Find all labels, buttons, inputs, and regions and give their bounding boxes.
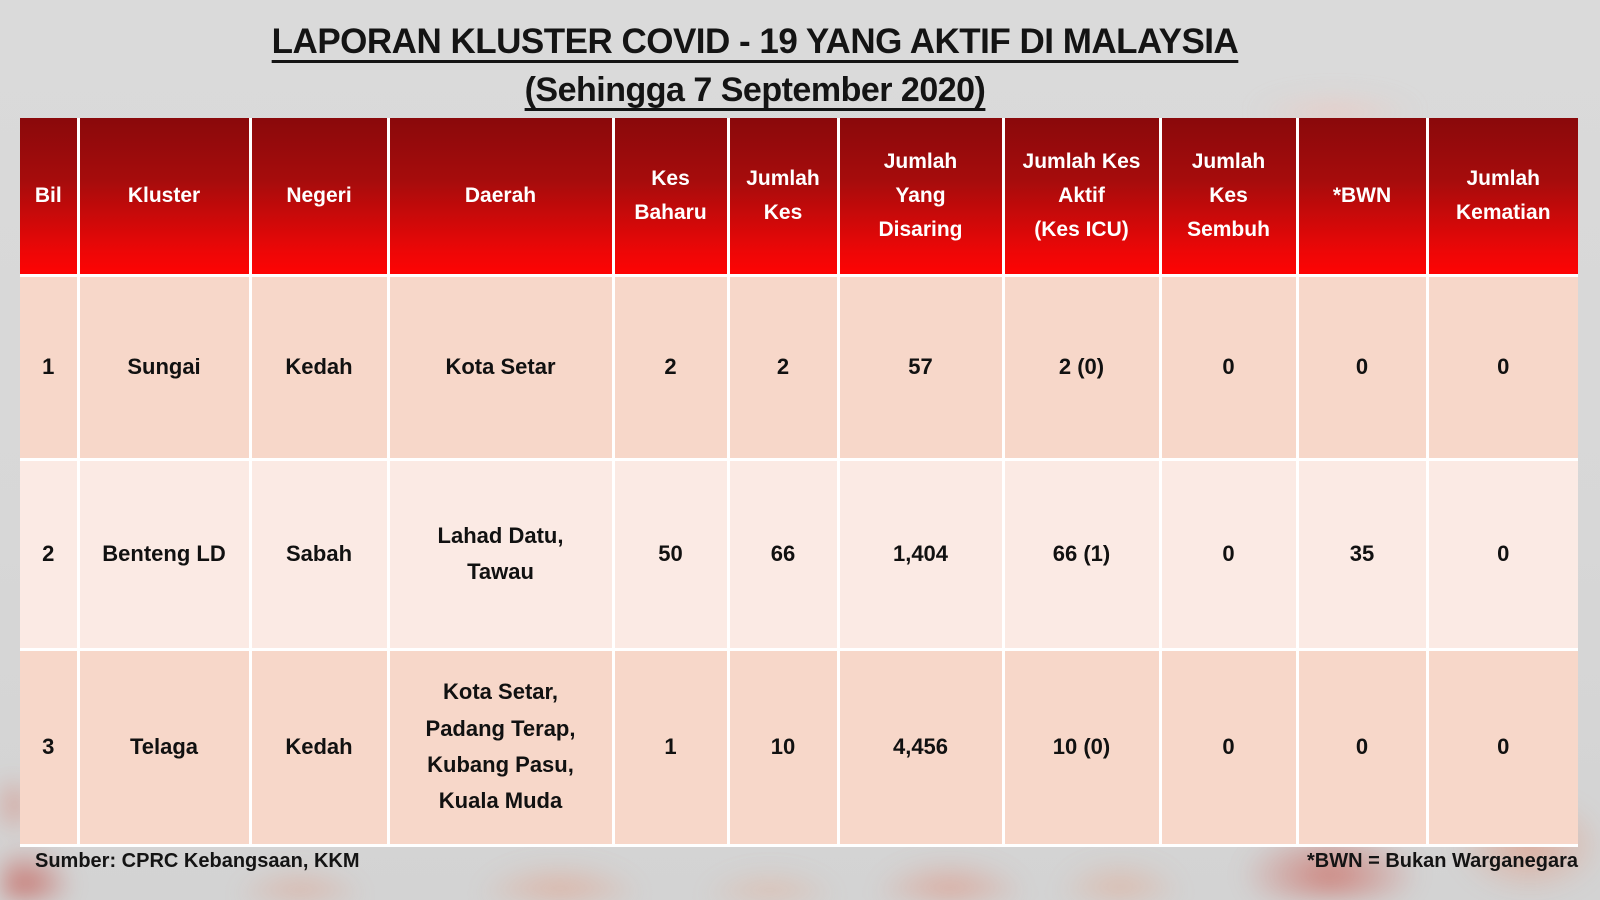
cell-kluster: Telaga <box>76 647 252 847</box>
cell-kes-baharu: 1 <box>611 647 730 847</box>
cell-jumlah-kes-sembuh: 0 <box>1158 273 1299 461</box>
page-subtitle: (Sehingga 7 September 2020) <box>524 71 986 109</box>
cell-daerah: Kota Setar, Padang Terap, Kubang Pasu, K… <box>386 647 615 847</box>
cell-jumlah-kes-aktif: 2 (0) <box>1001 273 1162 461</box>
cell-jumlah-kes: 66 <box>726 457 840 651</box>
cell-jumlah-kes-aktif: 66 (1) <box>1001 457 1162 651</box>
table-row: 1 Sungai Kedah Kota Setar 2 2 57 2 (0) 0… <box>20 273 1578 461</box>
col-header-kluster: Kluster <box>76 118 252 277</box>
col-header-jumlah-kematian: Jumlah Kematian <box>1425 118 1578 277</box>
table-row: 3 Telaga Kedah Kota Setar, Padang Terap,… <box>20 647 1578 847</box>
cell-jumlah-kematian: 0 <box>1425 647 1578 847</box>
footer: Sumber: CPRC Kebangsaan, KKM *BWN = Buka… <box>20 850 1578 873</box>
cell-negeri: Sabah <box>248 457 390 651</box>
cell-jumlah-yang-disaring: 4,456 <box>836 647 1005 847</box>
cell-jumlah-kes: 2 <box>726 273 840 461</box>
cell-jumlah-kes-sembuh: 0 <box>1158 457 1299 651</box>
cell-jumlah-yang-disaring: 1,404 <box>836 457 1005 651</box>
title-block: LAPORAN KLUSTER COVID - 19 YANG AKTIF DI… <box>0 22 1510 110</box>
cell-kes-baharu: 2 <box>611 273 730 461</box>
cell-jumlah-kes-aktif: 10 (0) <box>1001 647 1162 847</box>
cell-bil: 3 <box>20 647 80 847</box>
col-header-bil: Bil <box>20 118 80 277</box>
cell-bil: 1 <box>20 273 80 461</box>
cell-kluster: Sungai <box>76 273 252 461</box>
col-header-jumlah-kes-aktif: Jumlah Kes Aktif (Kes ICU) <box>1001 118 1162 277</box>
col-header-jumlah-yang-disaring: Jumlah Yang Disaring <box>836 118 1005 277</box>
cell-jumlah-kematian: 0 <box>1425 457 1578 651</box>
table-row: 2 Benteng LD Sabah Lahad Datu, Tawau 50 … <box>20 457 1578 651</box>
header-row: Bil Kluster Negeri Daerah Kes Baharu Jum… <box>20 118 1578 277</box>
col-header-jumlah-kes: Jumlah Kes <box>726 118 840 277</box>
cell-negeri: Kedah <box>248 647 390 847</box>
cell-daerah: Lahad Datu, Tawau <box>386 457 615 651</box>
col-header-daerah: Daerah <box>386 118 615 277</box>
cell-jumlah-kematian: 0 <box>1425 273 1578 461</box>
covid-cluster-table: Bil Kluster Negeri Daerah Kes Baharu Jum… <box>20 118 1578 847</box>
source-note: Sumber: CPRC Kebangsaan, KKM <box>35 850 360 872</box>
page-title: LAPORAN KLUSTER COVID - 19 YANG AKTIF DI… <box>271 22 1239 61</box>
col-header-jumlah-kes-sembuh: Jumlah Kes Sembuh <box>1158 118 1299 277</box>
col-header-negeri: Negeri <box>248 118 390 277</box>
cell-kluster: Benteng LD <box>76 457 252 651</box>
cell-bwn: 35 <box>1295 457 1429 651</box>
cell-kes-baharu: 50 <box>611 457 730 651</box>
cell-negeri: Kedah <box>248 273 390 461</box>
cell-jumlah-yang-disaring: 57 <box>836 273 1005 461</box>
cell-bwn: 0 <box>1295 647 1429 847</box>
col-header-bwn: *BWN <box>1295 118 1429 277</box>
bwn-legend: *BWN = Bukan Warganegara <box>1307 850 1578 872</box>
cell-daerah: Kota Setar <box>386 273 615 461</box>
cell-jumlah-kes-sembuh: 0 <box>1158 647 1299 847</box>
cell-bil: 2 <box>20 457 80 651</box>
cell-bwn: 0 <box>1295 273 1429 461</box>
col-header-kes-baharu: Kes Baharu <box>611 118 730 277</box>
cell-jumlah-kes: 10 <box>726 647 840 847</box>
